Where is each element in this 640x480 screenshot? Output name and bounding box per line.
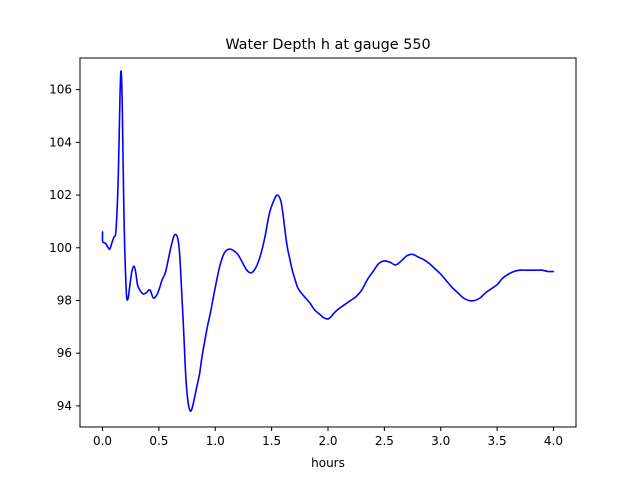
series-line <box>101 70 555 412</box>
x-axis-ticks: 0.0 0.5 1.0 1.5 2.0 2.5 3.0 3.5 4.0 <box>93 427 563 448</box>
x-tick-label: 2.0 <box>318 434 337 448</box>
x-tick-label: 3.5 <box>488 434 507 448</box>
y-axis-ticks: 94 96 98 100 102 104 106 <box>49 83 80 413</box>
y-tick-label: 98 <box>57 293 72 307</box>
y-tick-label: 94 <box>57 399 72 413</box>
x-tick-label: 2.5 <box>375 434 394 448</box>
y-tick-label: 102 <box>49 188 72 202</box>
axes-frame <box>79 57 577 428</box>
plot-area <box>101 70 555 412</box>
x-tick-label: 3.0 <box>431 434 450 448</box>
x-tick-label: 4.0 <box>544 434 563 448</box>
x-tick-label: 1.5 <box>262 434 281 448</box>
x-axis-label: hours <box>311 456 345 470</box>
x-tick-label: 0.5 <box>149 434 168 448</box>
y-tick-label: 104 <box>49 135 72 149</box>
y-tick-label: 96 <box>57 346 72 360</box>
x-tick-label: 1.0 <box>206 434 225 448</box>
chart-title: Water Depth h at gauge 550 <box>225 37 430 53</box>
x-tick-label: 0.0 <box>93 434 112 448</box>
y-tick-label: 106 <box>49 83 72 97</box>
y-tick-label: 100 <box>49 241 72 255</box>
